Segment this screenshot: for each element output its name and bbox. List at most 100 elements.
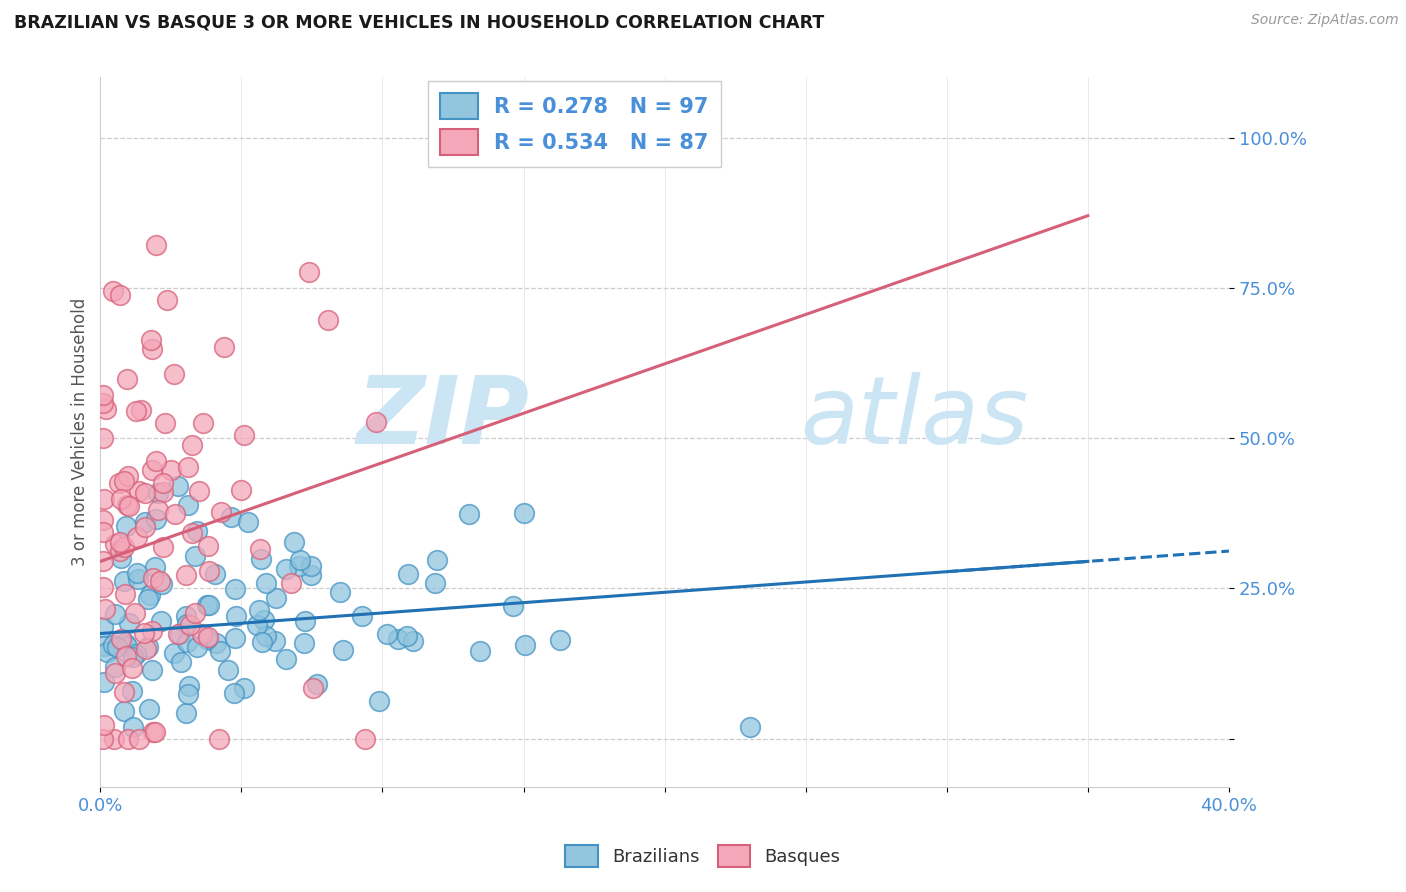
- Point: [214, 339, 236, 353]
- Point: [146, 503, 169, 517]
- Legend: Brazilians, Basques: Brazilians, Basques: [558, 838, 848, 874]
- Point: [91, 388, 114, 402]
- Point: [125, 404, 148, 418]
- Point: [264, 591, 287, 605]
- Point: [176, 635, 198, 649]
- Point: [513, 506, 536, 520]
- Point: [236, 516, 259, 530]
- Point: [156, 293, 179, 307]
- Point: [114, 587, 136, 601]
- Point: [101, 638, 124, 652]
- Point: [229, 483, 252, 498]
- Point: [191, 627, 214, 641]
- Point: [117, 498, 139, 512]
- Point: [208, 731, 231, 746]
- Point: [204, 636, 226, 650]
- Point: [145, 454, 167, 468]
- Point: [125, 530, 148, 544]
- Point: [224, 582, 246, 596]
- Point: [208, 644, 231, 658]
- Point: [104, 660, 127, 674]
- Point: [134, 520, 156, 534]
- Point: [294, 614, 316, 628]
- Point: [225, 608, 247, 623]
- Point: [181, 526, 204, 541]
- Point: [163, 368, 186, 382]
- Point: [138, 640, 160, 654]
- Point: [350, 608, 373, 623]
- Point: [288, 558, 311, 573]
- Point: [93, 674, 115, 689]
- Point: [129, 402, 152, 417]
- Point: [128, 483, 150, 498]
- Point: [177, 498, 200, 512]
- Point: [145, 512, 167, 526]
- Point: [167, 626, 190, 640]
- Point: [247, 602, 270, 616]
- Point: [195, 598, 218, 612]
- Point: [176, 568, 198, 582]
- Point: [160, 463, 183, 477]
- Point: [163, 646, 186, 660]
- Text: Source: ZipAtlas.com: Source: ZipAtlas.com: [1251, 13, 1399, 28]
- Point: [299, 559, 322, 574]
- Point: [176, 616, 198, 631]
- Point: [94, 602, 117, 616]
- Y-axis label: 3 or more Vehicles in Household: 3 or more Vehicles in Household: [72, 298, 89, 566]
- Point: [115, 371, 138, 385]
- Point: [354, 731, 377, 746]
- Point: [112, 574, 135, 589]
- Point: [134, 485, 156, 500]
- Point: [142, 725, 165, 739]
- Point: [114, 649, 136, 664]
- Point: [141, 463, 163, 477]
- Point: [94, 402, 117, 417]
- Point: [387, 632, 409, 646]
- Point: [184, 549, 207, 564]
- Point: [458, 507, 481, 521]
- Point: [502, 599, 524, 613]
- Point: [121, 683, 143, 698]
- Point: [101, 285, 124, 299]
- Point: [169, 627, 191, 641]
- Point: [177, 460, 200, 475]
- Point: [127, 572, 149, 586]
- Point: [367, 694, 389, 708]
- Point: [470, 644, 492, 658]
- Point: [110, 632, 132, 647]
- Point: [118, 615, 141, 630]
- Legend: R = 0.278   N = 97, R = 0.534   N = 87: R = 0.278 N = 97, R = 0.534 N = 87: [427, 81, 721, 167]
- Point: [117, 731, 139, 746]
- Point: [93, 718, 115, 732]
- Point: [548, 632, 571, 647]
- Point: [217, 663, 239, 677]
- Point: [124, 606, 146, 620]
- Point: [118, 499, 141, 513]
- Point: [329, 584, 352, 599]
- Point: [396, 566, 419, 581]
- Point: [152, 476, 174, 491]
- Point: [104, 537, 127, 551]
- Point: [174, 706, 197, 720]
- Point: [298, 265, 321, 279]
- Point: [163, 508, 186, 522]
- Point: [222, 686, 245, 700]
- Point: [332, 642, 354, 657]
- Point: [254, 576, 277, 591]
- Point: [148, 574, 170, 588]
- Point: [426, 553, 449, 567]
- Point: [152, 484, 174, 499]
- Point: [276, 652, 298, 666]
- Point: [232, 681, 254, 695]
- Point: [110, 491, 132, 506]
- Point: [280, 575, 302, 590]
- Point: [169, 656, 191, 670]
- Point: [250, 552, 273, 566]
- Point: [299, 568, 322, 582]
- Point: [112, 685, 135, 699]
- Point: [135, 642, 157, 657]
- Point: [103, 731, 125, 746]
- Point: [91, 731, 114, 746]
- Point: [402, 633, 425, 648]
- Point: [290, 553, 312, 567]
